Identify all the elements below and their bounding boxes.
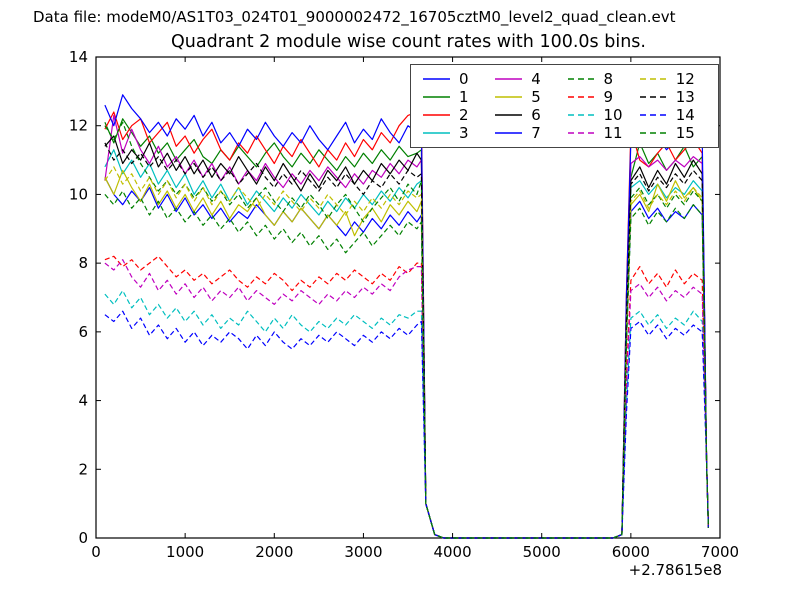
legend-entry-1: 1	[423, 88, 495, 106]
legend-entry-2: 2	[423, 106, 495, 124]
axes-frame	[95, 56, 721, 539]
legend-line-sample-solid	[423, 96, 450, 98]
x-tick-label: 6000	[612, 543, 650, 561]
series-line-15	[104, 190, 709, 539]
legend-line-sample-solid	[495, 78, 523, 80]
legend-entry-5: 5	[495, 88, 567, 106]
legend-entry-11: 11	[567, 123, 640, 142]
x-axis-offset-label: +2.78615e8	[628, 561, 722, 579]
series-line-0	[104, 177, 709, 539]
legend-entry-9: 9	[567, 87, 640, 106]
legend-entry-14: 14	[639, 105, 712, 124]
series-line-10	[104, 290, 709, 539]
series-line-1	[104, 118, 709, 539]
legend-line-sample-dashed	[567, 96, 595, 98]
legend-line-sample-solid	[423, 78, 450, 80]
legend-entry-0: 0	[423, 70, 495, 88]
series-line-4	[104, 114, 709, 539]
y-tick-label: 0	[78, 529, 88, 547]
legend-line-sample-solid	[495, 132, 523, 134]
x-tick-label: 1000	[166, 543, 204, 561]
series-line-14	[104, 310, 709, 539]
legend-label: 13	[675, 87, 695, 106]
chart-title: Quadrant 2 module wise count rates with …	[171, 32, 646, 52]
series-line-11	[104, 259, 709, 539]
legend-entry-13: 13	[639, 87, 712, 106]
legend-line-sample-solid	[423, 114, 450, 116]
y-tick-label: 14	[69, 48, 88, 66]
series-line-8	[104, 121, 709, 539]
legend-label: 11	[603, 123, 623, 142]
x-tick-label: 7000	[701, 543, 739, 561]
legend-label: 15	[675, 123, 695, 142]
legend: 0 1 2 3 4 5 6 7 8 9 10 11 12 13 14 15	[410, 64, 719, 148]
legend-line-sample-solid	[423, 132, 450, 134]
legend-line-sample-dashed	[567, 132, 595, 134]
legend-line-sample-solid	[495, 96, 523, 98]
series-lines	[104, 94, 709, 539]
y-tick-label: 2	[78, 460, 88, 478]
x-tick-label: 3000	[344, 543, 382, 561]
legend-label: 10	[603, 105, 623, 124]
series-line-3	[104, 149, 709, 539]
legend-line-sample-dashed	[567, 114, 595, 116]
series-line-5	[104, 169, 709, 539]
data-file-label: Data file: modeM0/AS1T03_024T01_90000024…	[33, 8, 676, 26]
legend-label: 9	[603, 87, 614, 106]
legend-entry-12: 12	[639, 69, 712, 88]
legend-line-sample-dashed	[639, 114, 667, 116]
legend-entry-8: 8	[567, 69, 640, 88]
legend-label: 7	[531, 123, 541, 142]
legend-label: 12	[675, 69, 695, 88]
legend-entry-4: 4	[495, 70, 567, 88]
legend-line-sample-solid	[495, 114, 523, 116]
y-tick-label: 10	[69, 185, 88, 203]
legend-entry-10: 10	[567, 105, 640, 124]
series-line-12	[104, 166, 709, 539]
legend-label: 6	[531, 105, 541, 124]
legend-label: 3	[459, 123, 469, 142]
y-tick-label: 4	[78, 392, 88, 410]
legend-line-sample-dashed	[639, 132, 667, 134]
legend-entry-7: 7	[495, 124, 567, 142]
legend-label: 14	[675, 105, 695, 124]
legend-line-sample-dashed	[639, 96, 667, 98]
y-tick-label: 8	[78, 254, 88, 272]
y-tick-label: 6	[78, 323, 88, 341]
legend-label: 4	[531, 69, 541, 88]
legend-line-sample-dashed	[567, 78, 595, 80]
series-line-13	[104, 142, 709, 539]
y-tick-label: 12	[69, 117, 88, 135]
legend-label: 2	[459, 105, 469, 124]
legend-label: 1	[459, 87, 469, 106]
x-tick-label: 2000	[255, 543, 293, 561]
legend-line-sample-dashed	[639, 78, 667, 80]
legend-label: 0	[459, 69, 469, 88]
legend-entry-3: 3	[423, 124, 495, 142]
legend-entry-15: 15	[639, 123, 712, 142]
x-tick-label: 5000	[523, 543, 561, 561]
legend-entry-6: 6	[495, 106, 567, 124]
legend-label: 5	[531, 87, 541, 106]
series-line-2	[104, 111, 709, 539]
x-tick-label: 4000	[433, 543, 471, 561]
series-line-9	[104, 255, 709, 539]
x-tick-label: 0	[91, 543, 101, 561]
legend-label: 8	[603, 69, 614, 88]
